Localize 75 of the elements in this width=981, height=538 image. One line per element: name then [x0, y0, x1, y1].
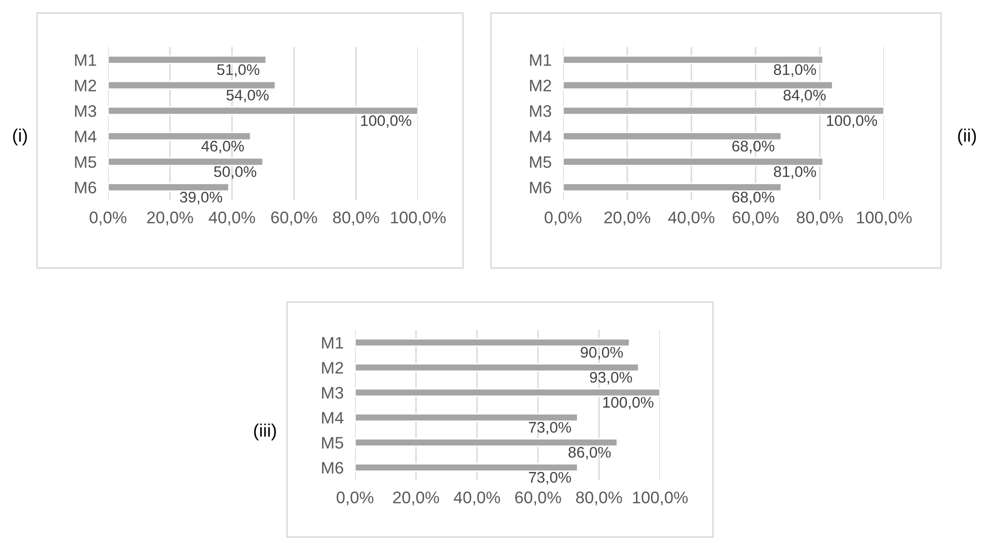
- bar: [108, 132, 252, 141]
- x-tick-label: 60,0%: [515, 492, 562, 506]
- y-tick-label: M2: [75, 80, 96, 92]
- y-tick-label: M5: [75, 156, 96, 168]
- data-label: 68,0%: [732, 192, 774, 204]
- data-label: 100,0%: [603, 396, 654, 410]
- text: (iii): [254, 424, 276, 440]
- x-tick-label: 0,0%: [90, 212, 126, 226]
- bar: [108, 55, 267, 64]
- y-tick-label: M3: [75, 105, 96, 117]
- text: (ii): [958, 128, 976, 146]
- x-tick-label: 100,0%: [391, 212, 446, 226]
- bar: [563, 157, 824, 166]
- x-tick-label: 0,0%: [336, 492, 374, 506]
- data-label: 81,0%: [774, 166, 816, 179]
- data-label: 68,0%: [732, 140, 774, 154]
- x-tick-label: 60,0%: [732, 212, 779, 226]
- bar: [563, 132, 782, 141]
- data-label: 73,0%: [529, 472, 572, 485]
- data-label: 46,0%: [201, 140, 244, 154]
- bar: [563, 106, 884, 116]
- data-label: 39,0%: [180, 192, 222, 204]
- data-label: 86,0%: [568, 446, 611, 460]
- data-label: 93,0%: [590, 372, 632, 385]
- bar: [355, 338, 630, 347]
- data-label: 100,0%: [826, 115, 878, 128]
- x-tick-label: 60,0%: [271, 212, 318, 226]
- bar: [563, 80, 834, 90]
- bar: [355, 363, 640, 372]
- y-tick-label: M6: [530, 182, 552, 194]
- y-tick-label: M6: [322, 462, 344, 474]
- y-tick-label: M4: [322, 412, 344, 424]
- data-label: 54,0%: [226, 90, 269, 102]
- y-tick-label: M1: [322, 337, 344, 349]
- x-tick-label: 100,0%: [857, 212, 912, 226]
- data-label: 81,0%: [774, 64, 816, 77]
- x-tick-label: 40,0%: [208, 212, 256, 226]
- y-tick-label: M4: [530, 130, 552, 142]
- bar: [108, 157, 264, 166]
- x-tick-label: 0,0%: [544, 212, 582, 226]
- y-tick-label: M3: [530, 105, 552, 117]
- data-label: 84,0%: [784, 90, 826, 102]
- bar: [355, 463, 578, 472]
- y-tick-label: M5: [530, 156, 552, 168]
- bar: [108, 182, 230, 192]
- y-tick-label: M4: [75, 130, 96, 142]
- y-tick-label: M2: [322, 362, 344, 374]
- text: (i): [13, 128, 27, 146]
- bar: [355, 438, 618, 447]
- x-tick-label: 80,0%: [796, 212, 843, 226]
- y-tick-label: M5: [322, 437, 344, 449]
- y-tick-label: M1: [75, 54, 96, 66]
- y-tick-label: M1: [530, 54, 552, 66]
- x-tick-label: 40,0%: [454, 492, 500, 506]
- data-label: 100,0%: [361, 115, 412, 128]
- x-tick-label: 100,0%: [633, 492, 688, 506]
- bar: [563, 182, 782, 192]
- data-label: 90,0%: [580, 346, 623, 360]
- data-label: 73,0%: [529, 422, 572, 435]
- y-tick-label: M6: [75, 182, 96, 194]
- x-tick-label: 20,0%: [604, 212, 650, 226]
- x-tick-label: 20,0%: [147, 212, 194, 226]
- bar: [563, 55, 824, 64]
- y-tick-label: M3: [322, 386, 344, 399]
- bar: [355, 388, 660, 397]
- x-tick-label: 20,0%: [393, 492, 440, 506]
- x-tick-label: 80,0%: [576, 492, 622, 506]
- bar: [108, 80, 276, 90]
- bar: [355, 413, 578, 422]
- data-label: 51,0%: [217, 64, 260, 77]
- data-label: 50,0%: [214, 166, 256, 179]
- x-tick-label: 40,0%: [668, 212, 714, 226]
- bar: [108, 106, 418, 116]
- x-tick-label: 80,0%: [333, 212, 380, 226]
- y-tick-label: M2: [530, 80, 552, 92]
